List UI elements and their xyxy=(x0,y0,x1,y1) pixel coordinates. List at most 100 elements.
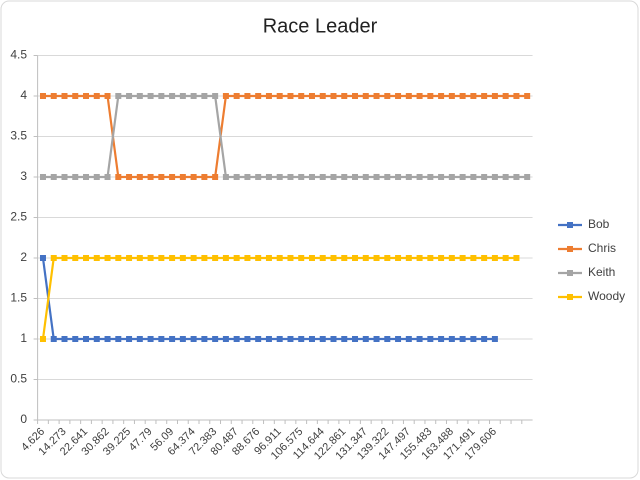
marker xyxy=(179,255,186,261)
marker xyxy=(222,336,229,342)
marker xyxy=(308,174,315,180)
marker xyxy=(61,255,68,261)
marker xyxy=(72,255,79,261)
legend-label: Bob xyxy=(588,217,610,231)
marker xyxy=(373,93,380,99)
marker xyxy=(287,336,294,342)
marker xyxy=(502,255,509,261)
marker xyxy=(201,93,208,99)
marker xyxy=(319,174,326,180)
marker xyxy=(502,93,509,99)
marker xyxy=(61,93,68,99)
marker xyxy=(405,255,412,261)
marker xyxy=(384,174,391,180)
marker xyxy=(222,255,229,261)
marker xyxy=(395,93,402,99)
marker xyxy=(481,174,488,180)
y-tick-label: 3.5 xyxy=(10,129,27,143)
marker xyxy=(190,255,197,261)
marker xyxy=(373,174,380,180)
marker xyxy=(470,255,477,261)
marker xyxy=(524,174,531,180)
marker xyxy=(212,174,219,180)
marker xyxy=(438,255,445,261)
marker xyxy=(255,336,262,342)
marker xyxy=(362,174,369,180)
marker xyxy=(104,336,111,342)
marker xyxy=(158,93,165,99)
chart-title: Race Leader xyxy=(263,15,378,37)
marker xyxy=(136,255,143,261)
marker xyxy=(502,174,509,180)
marker xyxy=(438,93,445,99)
marker xyxy=(298,255,305,261)
y-tick-label: 1 xyxy=(20,331,27,345)
marker xyxy=(158,336,165,342)
marker xyxy=(352,174,359,180)
marker xyxy=(244,336,251,342)
marker xyxy=(287,174,294,180)
marker xyxy=(50,93,57,99)
marker xyxy=(147,174,154,180)
marker xyxy=(298,336,305,342)
marker xyxy=(222,93,229,99)
marker xyxy=(244,93,251,99)
marker xyxy=(330,93,337,99)
marker xyxy=(265,93,272,99)
marker xyxy=(405,93,412,99)
marker xyxy=(448,255,455,261)
marker xyxy=(222,174,229,180)
marker xyxy=(212,255,219,261)
y-tick-label: 1.5 xyxy=(10,291,27,305)
marker xyxy=(287,255,294,261)
marker xyxy=(276,255,283,261)
marker xyxy=(212,93,219,99)
legend-marker xyxy=(567,294,573,300)
legend-marker xyxy=(567,270,573,276)
marker xyxy=(39,174,46,180)
marker xyxy=(276,336,283,342)
marker xyxy=(126,255,133,261)
marker xyxy=(405,336,412,342)
marker xyxy=(416,336,423,342)
marker xyxy=(384,93,391,99)
marker xyxy=(126,336,133,342)
marker xyxy=(298,174,305,180)
marker xyxy=(265,336,272,342)
marker xyxy=(255,255,262,261)
marker xyxy=(416,93,423,99)
marker xyxy=(427,93,434,99)
marker xyxy=(459,174,466,180)
marker xyxy=(481,255,488,261)
marker xyxy=(341,93,348,99)
marker xyxy=(308,255,315,261)
marker xyxy=(169,93,176,99)
marker xyxy=(93,336,100,342)
marker xyxy=(384,255,391,261)
marker xyxy=(470,336,477,342)
y-tick-label: 4 xyxy=(20,88,27,102)
marker xyxy=(39,255,46,261)
marker xyxy=(50,255,57,261)
marker xyxy=(384,336,391,342)
marker xyxy=(179,93,186,99)
marker xyxy=(61,336,68,342)
marker xyxy=(416,174,423,180)
marker xyxy=(491,255,498,261)
marker xyxy=(179,336,186,342)
marker xyxy=(83,336,90,342)
marker xyxy=(330,336,337,342)
marker xyxy=(298,93,305,99)
marker xyxy=(513,174,520,180)
marker xyxy=(513,93,520,99)
marker xyxy=(255,174,262,180)
marker xyxy=(136,93,143,99)
marker xyxy=(169,255,176,261)
legend-marker xyxy=(567,222,573,228)
legend-label: Keith xyxy=(588,265,615,279)
marker xyxy=(491,174,498,180)
marker xyxy=(395,174,402,180)
y-tick-label: 2.5 xyxy=(10,210,27,224)
